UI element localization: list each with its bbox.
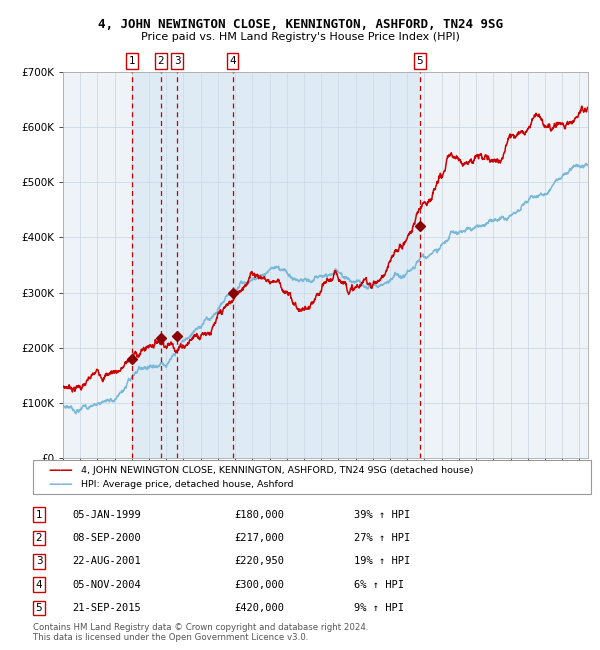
Text: 1: 1 [129,56,136,66]
Text: 2: 2 [158,56,164,66]
Text: 4, JOHN NEWINGTON CLOSE, KENNINGTON, ASHFORD, TN24 9SG (detached house): 4, JOHN NEWINGTON CLOSE, KENNINGTON, ASH… [81,466,473,475]
Text: £300,000: £300,000 [234,580,284,590]
Text: 9% ↑ HPI: 9% ↑ HPI [354,603,404,613]
Text: £217,000: £217,000 [234,533,284,543]
Text: 6% ↑ HPI: 6% ↑ HPI [354,580,404,590]
Bar [132,72,161,458]
Text: ——: —— [48,464,73,477]
Bar [161,72,177,458]
Text: £220,950: £220,950 [234,556,284,566]
Text: 4, JOHN NEWINGTON CLOSE, KENNINGTON, ASHFORD, TN24 9SG: 4, JOHN NEWINGTON CLOSE, KENNINGTON, ASH… [97,18,503,31]
Text: 19% ↑ HPI: 19% ↑ HPI [354,556,410,566]
Text: 2: 2 [35,533,43,543]
Text: HPI: Average price, detached house, Ashford: HPI: Average price, detached house, Ashf… [81,480,293,489]
Text: 3: 3 [174,56,181,66]
Bar [233,72,419,458]
Text: 39% ↑ HPI: 39% ↑ HPI [354,510,410,519]
Text: £180,000: £180,000 [234,510,284,519]
Text: 05-JAN-1999: 05-JAN-1999 [72,510,141,519]
Text: 5: 5 [35,603,43,613]
Text: 5: 5 [416,56,423,66]
Text: 21-SEP-2015: 21-SEP-2015 [72,603,141,613]
Text: 22-AUG-2001: 22-AUG-2001 [72,556,141,566]
Text: 4: 4 [35,580,43,590]
Text: 08-SEP-2000: 08-SEP-2000 [72,533,141,543]
Text: £420,000: £420,000 [234,603,284,613]
Text: ——: —— [48,478,73,491]
Text: Price paid vs. HM Land Registry's House Price Index (HPI): Price paid vs. HM Land Registry's House … [140,32,460,42]
Text: 27% ↑ HPI: 27% ↑ HPI [354,533,410,543]
Text: Contains HM Land Registry data © Crown copyright and database right 2024.
This d: Contains HM Land Registry data © Crown c… [33,623,368,642]
Bar [177,72,233,458]
Text: 1: 1 [35,510,43,519]
Text: 3: 3 [35,556,43,566]
Text: 4: 4 [229,56,236,66]
Text: 05-NOV-2004: 05-NOV-2004 [72,580,141,590]
